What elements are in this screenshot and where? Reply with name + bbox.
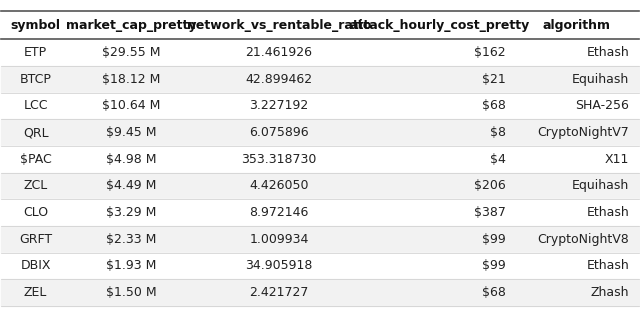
Text: Ethash: Ethash (586, 206, 629, 219)
Text: network_vs_rentable_ratio: network_vs_rentable_ratio (187, 19, 371, 32)
Text: GRFT: GRFT (19, 233, 52, 246)
Text: $4.49 M: $4.49 M (106, 179, 157, 192)
Text: $10.64 M: $10.64 M (102, 99, 161, 112)
Text: $68: $68 (482, 286, 506, 299)
Text: 42.899462: 42.899462 (245, 73, 312, 86)
Bar (1, 226, 639, 253)
Text: $99: $99 (482, 233, 506, 246)
Text: QRL: QRL (23, 126, 49, 139)
Bar (1, 279, 639, 306)
Text: DBIX: DBIX (20, 260, 51, 272)
Text: 6.075896: 6.075896 (249, 126, 308, 139)
Text: $8: $8 (490, 126, 506, 139)
Text: X11: X11 (605, 153, 629, 166)
Text: 353.318730: 353.318730 (241, 153, 317, 166)
Text: CLO: CLO (23, 206, 48, 219)
Text: $21: $21 (482, 73, 506, 86)
Text: $9.45 M: $9.45 M (106, 126, 157, 139)
Text: attack_hourly_cost_pretty: attack_hourly_cost_pretty (350, 19, 530, 32)
Bar (1, 39, 639, 66)
Bar (1, 146, 639, 173)
Text: $29.55 M: $29.55 M (102, 46, 161, 59)
Text: 4.426050: 4.426050 (249, 179, 308, 192)
Text: market_cap_pretty: market_cap_pretty (67, 19, 197, 32)
Text: ZCL: ZCL (24, 179, 48, 192)
Text: ETP: ETP (24, 46, 47, 59)
Text: SHA-256: SHA-256 (575, 99, 629, 112)
Text: 21.461926: 21.461926 (245, 46, 312, 59)
Text: LCC: LCC (24, 99, 48, 112)
Text: 2.421727: 2.421727 (249, 286, 308, 299)
Text: $4: $4 (490, 153, 506, 166)
Text: 8.972146: 8.972146 (249, 206, 308, 219)
Text: Ethash: Ethash (586, 260, 629, 272)
Text: symbol: symbol (11, 19, 61, 32)
Text: BTCP: BTCP (20, 73, 52, 86)
Text: $1.50 M: $1.50 M (106, 286, 157, 299)
Text: $387: $387 (474, 206, 506, 219)
Text: $68: $68 (482, 99, 506, 112)
Text: Equihash: Equihash (572, 179, 629, 192)
Text: $3.29 M: $3.29 M (106, 206, 157, 219)
Bar (1, 173, 639, 199)
Text: $162: $162 (474, 46, 506, 59)
Text: Ethash: Ethash (586, 46, 629, 59)
Text: 3.227192: 3.227192 (249, 99, 308, 112)
Text: algorithm: algorithm (543, 19, 611, 32)
Bar (1, 119, 639, 146)
Text: CryptoNightV7: CryptoNightV7 (538, 126, 629, 139)
Bar (1, 253, 639, 279)
Text: $4.98 M: $4.98 M (106, 153, 157, 166)
Bar (1, 93, 639, 119)
Text: $PAC: $PAC (20, 153, 52, 166)
Text: Equihash: Equihash (572, 73, 629, 86)
Text: 1.009934: 1.009934 (249, 233, 308, 246)
Text: 34.905918: 34.905918 (245, 260, 312, 272)
Bar (1, 66, 639, 93)
Text: $99: $99 (482, 260, 506, 272)
Text: $1.93 M: $1.93 M (106, 260, 157, 272)
Text: $2.33 M: $2.33 M (106, 233, 157, 246)
Text: Zhash: Zhash (591, 286, 629, 299)
Text: ZEL: ZEL (24, 286, 47, 299)
Text: $18.12 M: $18.12 M (102, 73, 161, 86)
Bar (1, 199, 639, 226)
Text: CryptoNightV8: CryptoNightV8 (538, 233, 629, 246)
Text: $206: $206 (474, 179, 506, 192)
